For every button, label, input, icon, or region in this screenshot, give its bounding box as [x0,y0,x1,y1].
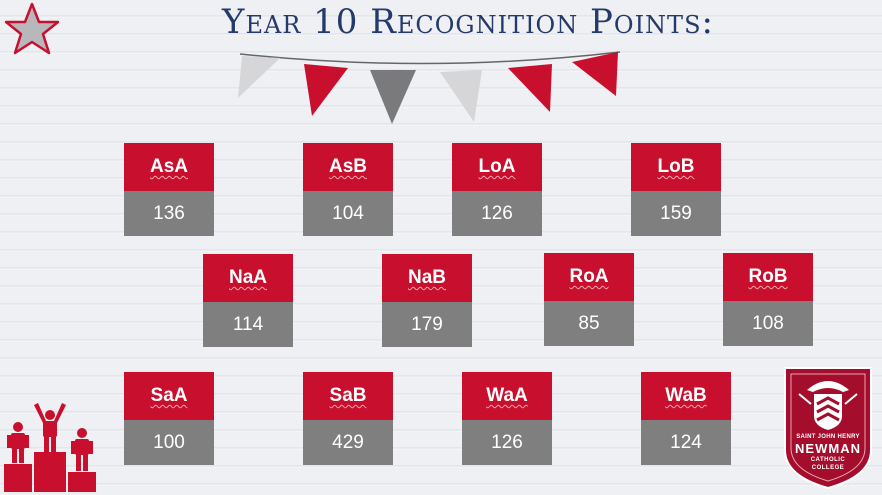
podium-icon [4,403,96,492]
house-name: LoB [631,143,721,191]
house-points: 126 [452,191,542,236]
house-points: 104 [303,191,393,236]
house-points: 108 [723,301,813,346]
house-tile-naa: NaA 114 [203,254,293,347]
house-tile-roa: RoA 85 [544,253,634,346]
house-points: 159 [631,191,721,236]
house-tile-asb: AsB 104 [303,143,393,236]
house-name: AsA [124,143,214,191]
house-points: 429 [303,420,393,465]
logo-line1: SAINT JOHN HENRY [796,434,860,440]
house-tile-waa: WaA 126 [462,372,552,465]
house-points: 179 [382,302,472,347]
house-name: NaA [203,254,293,302]
house-tile-rob: RoB 108 [723,253,813,346]
house-name: WaA [462,372,552,420]
house-tile-sab: SaB 429 [303,372,393,465]
house-name: NaB [382,254,472,302]
house-name: SaB [303,372,393,420]
logo-line3: CATHOLIC [810,457,846,463]
house-tile-loa: LoA 126 [452,143,542,236]
house-points: 85 [544,301,634,346]
house-points: 126 [462,420,552,465]
house-name: WaB [641,372,731,420]
house-points: 114 [203,302,293,347]
star-icon [4,2,60,55]
house-points: 124 [641,420,731,465]
house-tile-lob: LoB 159 [631,143,721,236]
logo-line2: NEWMAN [795,441,861,456]
house-points: 136 [124,191,214,236]
logo-line4: COLLEGE [811,465,845,471]
house-tile-wab: WaB 124 [641,372,731,465]
page-title: Year 10 Recognition Points: [222,2,714,42]
house-name: RoB [723,253,813,301]
school-crest-logo: SAINT JOHN HENRY NEWMAN CATHOLIC COLLEGE [781,364,875,490]
house-name: SaA [124,372,214,420]
house-points: 100 [124,420,214,465]
house-tile-saa: SaA 100 [124,372,214,465]
house-tile-nab: NaB 179 [382,254,472,347]
house-name: AsB [303,143,393,191]
house-name: RoA [544,253,634,301]
house-tile-asa: AsA 136 [124,143,214,236]
house-name: LoA [452,143,542,191]
bunting-decoration [238,51,621,124]
